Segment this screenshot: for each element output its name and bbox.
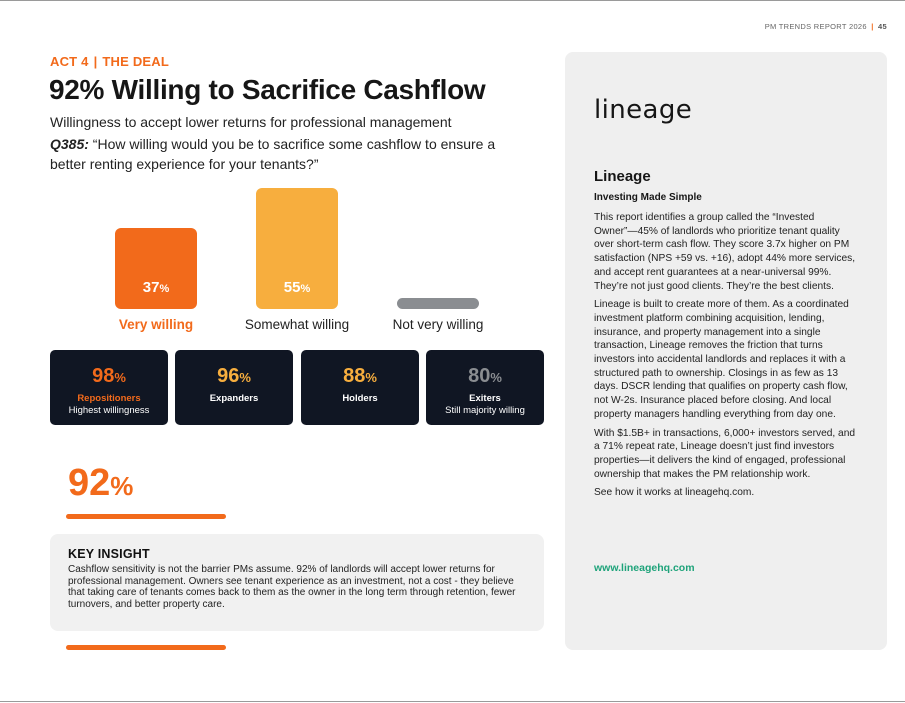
bar-category-label: Not very willing: [392, 317, 484, 332]
bar-value-label: 5%: [397, 279, 479, 296]
segment-value-unit: %: [365, 370, 377, 385]
page-number: 45: [878, 22, 887, 31]
segment-value-unit: %: [490, 370, 502, 385]
bar-very-willing: 37%: [115, 227, 197, 309]
key-insight-title: KEY INSIGHT: [68, 547, 150, 561]
sponsor-paragraph: See how it works at lineagehq.com.: [594, 487, 755, 499]
question-text: “How willing would you be to sacrifice s…: [50, 136, 496, 172]
bar-value-number: 55: [283, 279, 301, 296]
segment-name: Holders: [342, 393, 378, 404]
lineage-logo: lineage: [594, 95, 693, 125]
segment-card-holders: 88% Holders: [301, 350, 419, 425]
segment-value: 98%: [50, 365, 168, 389]
question-id: Q385:: [50, 136, 89, 152]
segment-value-number: 98: [92, 365, 115, 387]
bar-category-label: Very willing: [118, 317, 194, 332]
sponsor-paragraph: Lineage is built to create more of them.…: [594, 299, 849, 420]
sponsor-website-link[interactable]: www.lineagehq.com: [594, 562, 695, 574]
bar-somewhat-willing: 55%: [256, 188, 338, 309]
sponsor-title: Lineage: [594, 168, 651, 185]
segment-name: Expanders: [209, 393, 259, 404]
segment-value-number: 96: [217, 365, 240, 387]
bar-value-unit: %: [300, 283, 311, 295]
page-header: PM TRENDS REPORT 2026 | 45: [765, 22, 887, 31]
segment-card-exiters: 80% Exiters Still majority willing: [426, 350, 544, 425]
bar-value-label: 37%: [115, 279, 197, 296]
segment-card-expanders: 96% Expanders: [175, 350, 293, 425]
report-name: PM TRENDS REPORT 2026: [764, 22, 867, 31]
bar-value-label: 55%: [256, 279, 338, 296]
sponsor-paragraph: This report identifies a group called th…: [594, 212, 856, 292]
segment-name: Exiters: [469, 393, 501, 404]
section-label: ACT 4 | THE DEAL: [50, 54, 169, 69]
sponsor-description: This report identifies a group called th…: [594, 211, 860, 505]
segment-value-number: 88: [343, 365, 366, 387]
act-number: ACT 4: [50, 54, 89, 69]
bar-value-number: 37: [142, 278, 160, 296]
segment-value: 88%: [301, 365, 419, 389]
segment-value-number: 80: [468, 365, 491, 387]
big-stat-unit: %: [110, 471, 134, 501]
act-name: THE DEAL: [102, 54, 170, 69]
page-subtitle: Willingness to accept lower returns for …: [50, 114, 452, 130]
header-separator: |: [871, 22, 874, 31]
accent-rule-top: [66, 514, 226, 519]
survey-question: Q385: “How willing would you be to sacri…: [50, 134, 520, 174]
page-title: 92% Willing to Sacrifice Cashflow: [49, 74, 486, 105]
top-rule: [0, 0, 905, 1]
section-separator: |: [93, 54, 98, 69]
segment-sub: Highest willingness: [68, 405, 150, 416]
segment-value: 96%: [175, 365, 293, 389]
segment-value: 80%: [426, 365, 544, 389]
segment-name: Repositioners: [77, 393, 141, 404]
bar-value-unit: %: [437, 283, 448, 295]
key-insight-body: Cashflow sensitivity is not the barrier …: [68, 564, 516, 610]
bar-value-unit: %: [159, 282, 170, 295]
bar-not-very-willing: 5%: [397, 279, 479, 309]
bar-value-number: 5: [428, 279, 438, 296]
segment-value-unit: %: [239, 370, 251, 385]
key-insight-box: KEY INSIGHT Cashflow sensitivity is not …: [50, 534, 544, 631]
big-stat-value: 92: [68, 462, 111, 504]
sponsor-paragraph: With $1.5B+ in transactions, 6,000+ inve…: [594, 427, 856, 480]
accent-rule-bottom: [66, 645, 226, 650]
segment-sub: Still majority willing: [445, 405, 525, 416]
big-stat: 92%: [68, 462, 133, 505]
segment-value-unit: %: [114, 370, 126, 385]
bottom-rule: [0, 701, 905, 702]
segment-card-repositioners: 98% Repositioners Highest willingness: [50, 350, 168, 425]
sponsor-sidebar: [565, 52, 887, 650]
sponsor-subtitle: Investing Made Simple: [594, 192, 702, 203]
bar-category-label: Somewhat willing: [244, 317, 350, 332]
